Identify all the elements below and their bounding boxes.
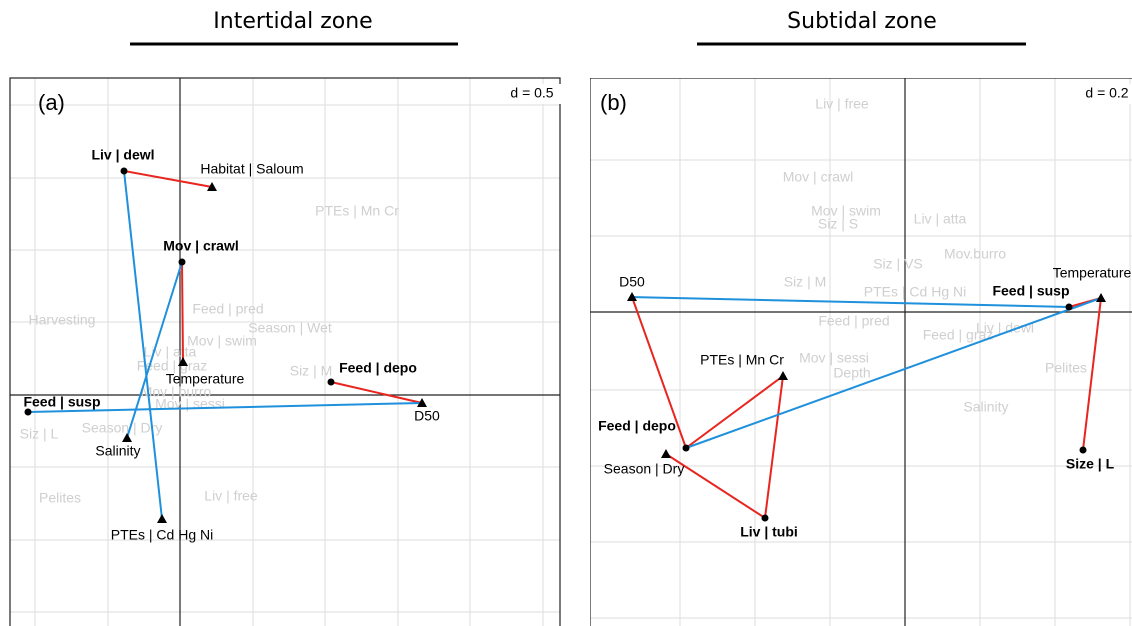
point-label: Liv | tubi: [740, 524, 798, 540]
point: [178, 357, 188, 366]
point-label: Size | L: [1066, 456, 1115, 472]
panel-title: Intertidal zone: [213, 9, 372, 34]
faded-label: Liv | free: [204, 488, 258, 504]
point: [327, 378, 335, 386]
faded-label: Mov | crawl: [783, 169, 854, 185]
point-label: Mov | crawl: [163, 238, 239, 254]
link: [631, 296, 687, 449]
link: [665, 453, 766, 519]
link: [123, 170, 163, 520]
point: [122, 433, 132, 442]
point-label: D50: [619, 274, 645, 290]
faded-label: Feed | pred: [192, 301, 263, 317]
point: [761, 514, 769, 522]
faded-label: PTEs | Cd Hg Ni: [864, 284, 966, 300]
link: [764, 375, 784, 519]
link: [330, 381, 423, 404]
panel-a: PTEs | Mn Cr Harvesting Feed | pred Season …: [9, 77, 564, 626]
faded-label: Siz | L: [20, 426, 59, 442]
point: [24, 408, 32, 416]
panel-label: (a): [38, 90, 65, 115]
point: [120, 167, 128, 175]
point-label: Liv | dewl: [91, 147, 154, 163]
faded-label: Season | Dry: [82, 420, 163, 436]
link: [1082, 297, 1102, 451]
point-label: Feed | susp: [992, 283, 1069, 299]
faded-label: PTEs | Mn Cr: [315, 203, 399, 219]
point: [157, 514, 167, 523]
faded-label: Siz | M: [784, 274, 827, 290]
faded-label: Feed | pred: [818, 313, 889, 329]
faded-label: Siz | S: [818, 216, 858, 232]
link: [685, 375, 784, 449]
scale-label: d = 0.2: [1085, 85, 1128, 101]
link: [27, 402, 423, 413]
faded-label: Pelites: [1045, 360, 1087, 376]
link: [123, 170, 213, 188]
point: [207, 182, 217, 191]
point: [682, 444, 690, 452]
faded-label: Liv | atta: [914, 211, 967, 227]
point-label: D50: [414, 408, 440, 424]
faded-label: Mov | swim: [811, 203, 881, 219]
panel-label: (b): [600, 90, 627, 115]
point-label: PTEs | Cd Hg Ni: [111, 527, 213, 543]
point: [1079, 446, 1087, 454]
scale-bg: [1075, 84, 1132, 104]
point-label: Temperature: [1053, 265, 1132, 281]
point-label: PTEs | Mn Cr: [700, 352, 784, 368]
link: [181, 261, 184, 363]
point: [1096, 293, 1106, 302]
point-label: Season | Dry: [604, 461, 685, 477]
point: [627, 292, 637, 301]
panel-frame: [9, 77, 561, 626]
panel-title: Subtidal zone: [787, 9, 937, 34]
faded-label: Siz | M: [290, 363, 333, 379]
point: [178, 258, 186, 266]
faded-label: Feed | graz: [137, 358, 208, 374]
faded-label: Mov | sessi: [799, 350, 869, 366]
point-label: Temperature: [166, 371, 245, 387]
faded-label: Salinity: [963, 399, 1008, 415]
faded-label: Depth: [833, 365, 870, 381]
faded-label: Siz | VS: [873, 256, 923, 272]
faded-label: Season | Wet: [248, 320, 332, 336]
faded-label: Pelites: [39, 490, 81, 506]
point-label: Salinity: [95, 443, 140, 459]
faded-label: Mov.burro: [944, 246, 1006, 262]
point-label: Habitat | Saloum: [200, 161, 303, 177]
point: [778, 371, 788, 380]
point-label: Feed | depo: [598, 418, 676, 434]
faded-label: Feed | graz: [923, 327, 994, 343]
link: [685, 297, 1102, 449]
point: [661, 449, 671, 458]
faded-label: Liv | free: [815, 96, 869, 112]
faded-label: Harvesting: [29, 312, 96, 328]
faded-label: Mov | swim: [187, 333, 257, 349]
scale-label: d = 0.5: [510, 85, 553, 101]
point: [1065, 303, 1073, 311]
point: [417, 398, 427, 407]
scale-bg: [500, 84, 564, 104]
faded-label: Mov | burro: [141, 384, 212, 400]
link: [631, 296, 1070, 308]
faded-label: Liv | dewl: [976, 320, 1034, 336]
point-label: Feed | depo: [339, 360, 417, 376]
point-label: Feed | susp: [23, 394, 100, 410]
